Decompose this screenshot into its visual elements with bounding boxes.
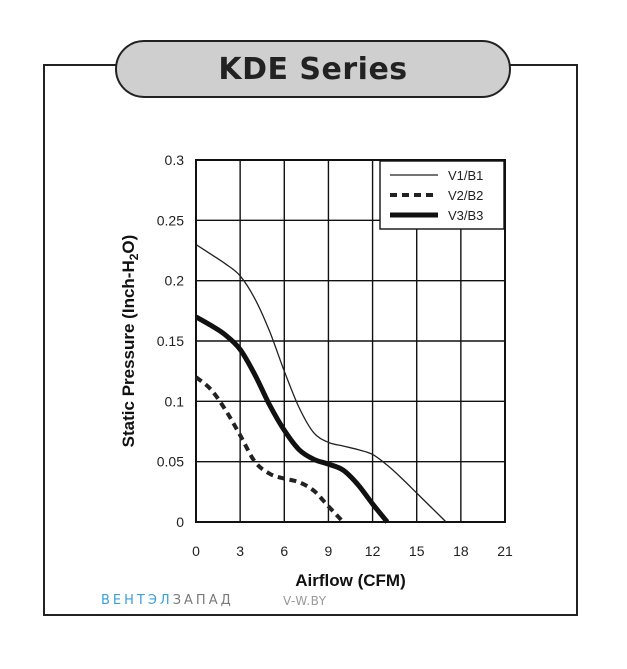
y-axis-label-tail: O) [119, 235, 138, 254]
legend-label: V1/B1 [448, 168, 483, 183]
watermark-brand-part1: ВЕНТЭЛ [101, 593, 173, 608]
series-line-v2-b2 [194, 375, 345, 524]
x-tick-label: 21 [497, 543, 513, 559]
y-axis-label-subscript: 2 [127, 253, 141, 260]
watermark-brand: ВЕНТЭЛЗАПАД [101, 593, 234, 608]
tick-labels: 0 3 6 9 12 15 18 21 0 0.05 0.1 0.15 0.2 0.25 0.3 [157, 152, 513, 559]
x-tick-label: 12 [365, 543, 381, 559]
x-tick-label: 18 [453, 543, 469, 559]
y-tick-label: 0.25 [157, 212, 184, 228]
watermark-site: V-W.BY [283, 594, 327, 608]
curves [194, 243, 447, 524]
y-tick-label: 0.2 [165, 273, 185, 289]
y-tick-label: 0.1 [165, 393, 185, 409]
y-tick-label: 0.3 [165, 152, 185, 168]
x-tick-label: 6 [280, 543, 288, 559]
y-axis-label-main: Static Pressure (Inch-H [119, 260, 138, 447]
x-tick-label: 9 [325, 543, 333, 559]
plot-border [195, 159, 506, 523]
legend-label: V3/B3 [448, 208, 483, 223]
legend-box [379, 160, 505, 230]
x-tick-label: 15 [409, 543, 425, 559]
legend-label: V2/B2 [448, 188, 483, 203]
series-line-v1-b1 [195, 243, 447, 523]
x-tick-label: 0 [192, 543, 200, 559]
title-tab: KDE Series [115, 40, 511, 98]
y-tick-label: 0.05 [157, 454, 184, 470]
x-axis-label: Airflow (CFM) [295, 571, 405, 590]
watermark-brand-part2: ЗАПАД [172, 593, 234, 608]
x-tick-label: 3 [236, 543, 244, 559]
y-tick-label: 0 [176, 514, 184, 530]
series-line-v3-b3 [194, 314, 390, 524]
legend: V1/B1 V2/B2 V3/B3 [379, 160, 505, 230]
y-axis-label: Static Pressure (Inch-H2O) [119, 235, 141, 448]
chart-title: KDE Series [218, 51, 408, 87]
y-tick-label: 0.15 [157, 333, 184, 349]
